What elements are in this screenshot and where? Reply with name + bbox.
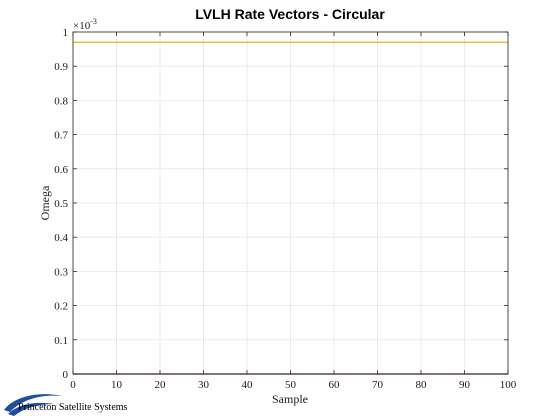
x-tick-label: 40 — [242, 379, 254, 391]
y-tick-label: 0.4 — [54, 232, 68, 244]
x-tick-label: 80 — [416, 379, 428, 391]
y-tick-label: 0.5 — [54, 198, 68, 210]
swoosh-icon — [4, 394, 62, 412]
x-axis-label: Sample — [272, 392, 308, 406]
ticks — [72, 31, 509, 375]
x-tick-label: 70 — [372, 379, 384, 391]
x-tick-label: 20 — [155, 379, 167, 391]
chart-title: LVLH Rate Vectors - Circular — [195, 6, 385, 22]
tick-labels: 0 10 20 30 40 50 60 70 80 90 100 0 0.1 0.2 0.3 0.4 0.5 0.… — [54, 27, 517, 391]
x-tick-label: 30 — [198, 379, 210, 391]
y-tick-label: 0.3 — [54, 266, 68, 278]
y-tick-label: 0 — [63, 369, 69, 381]
x-tick-label: 60 — [329, 379, 341, 391]
y-multiplier: ×10-3 — [73, 17, 97, 32]
x-tick-label: 100 — [500, 379, 517, 391]
y-axis-label: Omega — [38, 185, 52, 220]
y-tick-label: 0.7 — [54, 130, 68, 142]
y-tick-label: 0.2 — [54, 301, 68, 313]
x-tick-label: 90 — [459, 379, 471, 391]
y-tick-label: 0.9 — [54, 61, 68, 73]
y-tick-label: 0.6 — [54, 164, 68, 176]
x-tick-label: 50 — [285, 379, 297, 391]
x-tick-label: 10 — [111, 379, 123, 391]
y-tick-label: 0.8 — [54, 95, 68, 107]
swoosh-icon — [8, 402, 54, 416]
x-tick-label: 0 — [70, 379, 76, 391]
y-tick-label: 0.1 — [54, 335, 68, 347]
logo-text: Princeton Satellite Systems — [18, 402, 128, 413]
logo: Princeton Satellite Systems — [4, 394, 128, 416]
y-tick-label: 1 — [63, 27, 69, 39]
